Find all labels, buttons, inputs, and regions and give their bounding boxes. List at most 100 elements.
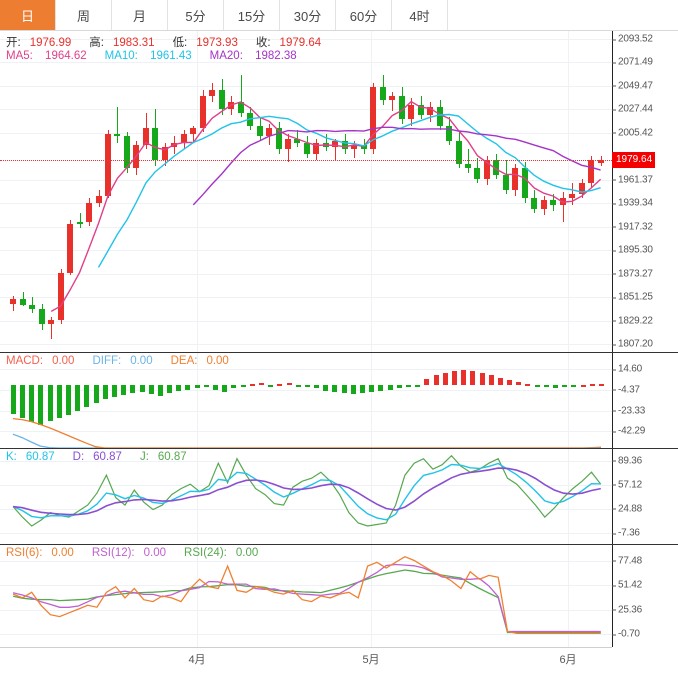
macd-histogram-bar: [176, 385, 181, 391]
moving-average-overlay: [50, 100, 602, 313]
macd-histogram-bar: [195, 385, 200, 389]
vertical-gridline-2: [568, 449, 569, 544]
y-tick-label: 2027.44: [612, 103, 653, 115]
period-tab-0[interactable]: 日: [0, 0, 56, 30]
price-chart-panel[interactable]: 2093.52 2071.49 2049.47 2027.44 2005.42 1979.…: [0, 31, 678, 352]
horizontal-gridline: [0, 86, 612, 87]
price-plot-area[interactable]: [0, 31, 612, 352]
y-tick-label: -0.70: [612, 628, 640, 640]
candle-body: [493, 159, 499, 175]
period-tab-label: 5分: [185, 8, 206, 24]
candle-wick: [241, 74, 242, 118]
candle-body: [152, 127, 158, 160]
candle-body: [181, 134, 187, 143]
macd-plot-area[interactable]: [0, 353, 612, 448]
rsi-axis-line: [612, 545, 613, 647]
macd-histogram-bar: [415, 385, 420, 387]
y-tick-label: 14.60: [611, 363, 643, 375]
current-price-tag: 1979.64: [612, 152, 656, 169]
period-tab-1[interactable]: 周: [56, 0, 112, 30]
macd-histogram-bar: [75, 385, 80, 412]
price-y-axis: 2093.52 2071.49 2049.47 2027.44 2005.42 1979.…: [612, 31, 678, 352]
period-tab-2[interactable]: 月: [112, 0, 168, 30]
candle-body: [285, 138, 291, 150]
rsi-plot-area[interactable]: [0, 545, 612, 647]
period-tab-5[interactable]: 30分: [280, 0, 336, 30]
y-tick-label: 57.12: [611, 479, 643, 491]
horizontal-gridline: [0, 610, 612, 611]
macd-histogram-bar: [241, 385, 246, 388]
y-tick-label: 2049.47: [612, 80, 653, 92]
vertical-gridline-2: [568, 31, 569, 352]
vertical-gridline-1: [371, 449, 372, 544]
macd-histogram-bar: [130, 385, 135, 393]
y-tick-label: 2093.52: [612, 33, 653, 45]
candle-wick: [51, 316, 52, 339]
kdj-chart-panel[interactable]: 89.36 57.12 24.88 -7.36 K: 60.87 D: 60.87 J: 60.…: [0, 449, 678, 544]
horizontal-gridline: [0, 203, 612, 204]
macd-histogram-bar: [185, 385, 190, 390]
horizontal-gridline: [0, 227, 612, 228]
macd-histogram-bar: [66, 385, 71, 415]
period-tab-6[interactable]: 60分: [336, 0, 392, 30]
y-tick-label: 1961.37: [612, 174, 653, 186]
candle-body: [10, 299, 16, 304]
macd-chart-panel[interactable]: 14.60 -4.37 -23.33 -42.29 MACD: 0.00 DIFF: 0.0…: [0, 353, 678, 448]
candle-wick: [117, 106, 118, 143]
candle-body: [465, 164, 471, 169]
period-tab-7[interactable]: 4时: [392, 0, 448, 30]
period-tab-bar: 日 周 月 5分 15分 30分 60分 4时: [0, 0, 678, 31]
macd-histogram-bar: [11, 385, 16, 414]
macd-histogram-bar: [525, 384, 530, 386]
y-tick-label: 89.36: [611, 455, 643, 467]
period-tab-3[interactable]: 5分: [168, 0, 224, 30]
y-tick-label: -7.36: [612, 527, 640, 539]
rsi-y-axis: 77.48 51.42 25.36 -0.70: [611, 545, 678, 647]
candle-body: [399, 96, 405, 120]
y-tick-label: 24.88: [611, 503, 643, 515]
horizontal-gridline: [0, 344, 612, 345]
candle-wick: [335, 138, 336, 160]
horizontal-gridline: [0, 369, 612, 370]
candle-body: [219, 89, 225, 109]
horizontal-gridline: [0, 411, 612, 412]
candle-body: [332, 140, 338, 148]
macd-histogram-bar: [424, 378, 429, 386]
x-tick-label: 5月: [362, 654, 380, 666]
horizontal-gridline: [0, 509, 612, 510]
macd-histogram-bar: [535, 385, 540, 387]
macd-histogram-bar: [305, 385, 310, 388]
macd-histogram-bar: [489, 375, 494, 386]
macd-histogram-bar: [544, 385, 549, 388]
macd-histogram-bar: [507, 379, 512, 386]
horizontal-gridline: [0, 431, 612, 432]
macd-histogram-bar: [498, 377, 503, 386]
macd-histogram-bar: [599, 384, 604, 386]
horizontal-gridline: [0, 461, 612, 462]
candle-body: [162, 147, 168, 160]
horizontal-gridline: [0, 250, 612, 251]
period-tab-label: 60分: [349, 8, 378, 24]
macd-histogram-bar: [360, 385, 365, 393]
rsi-chart-panel[interactable]: 77.48 51.42 25.36 -0.70 RSI(6): 0.00 RSI(12):…: [0, 545, 678, 647]
y-tick-label: -42.29: [611, 425, 646, 437]
macd-histogram-bar: [213, 385, 218, 390]
vertical-gridline-2: [568, 545, 569, 647]
candle-body: [105, 134, 111, 197]
macd-histogram-bar: [29, 385, 34, 423]
macd-histogram-bar: [277, 384, 282, 386]
macd-line-overlay: [12, 417, 602, 448]
x-tick-label: 6月: [559, 654, 577, 666]
candle-body: [427, 106, 433, 116]
period-tab-4[interactable]: 15分: [224, 0, 280, 30]
macd-histogram-bar: [94, 385, 99, 403]
macd-histogram-bar: [287, 383, 292, 386]
macd-histogram-bar: [231, 385, 236, 389]
y-tick-label: 1807.20: [612, 338, 653, 350]
macd-histogram-bar: [553, 385, 558, 389]
panel-separator-1: [0, 352, 678, 353]
kdj-plot-area[interactable]: [0, 449, 612, 544]
y-tick-label: 1851.25: [612, 291, 653, 303]
period-tab-label: 月: [132, 8, 146, 24]
y-tick-label: 1895.30: [612, 244, 653, 256]
